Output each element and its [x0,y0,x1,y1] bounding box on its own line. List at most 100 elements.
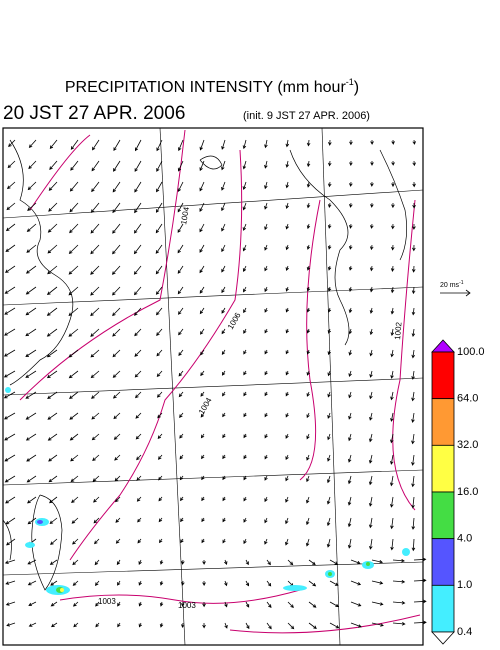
wind-vector [327,181,332,188]
wind-vector [287,622,295,630]
wind-vector [221,349,226,356]
wind-vector [156,349,163,357]
wind-vector [178,307,184,315]
wind-vector [135,391,142,399]
wind-vector [134,202,142,214]
wind-vector [137,538,142,544]
wind-vector [202,622,206,629]
wind-vector [327,475,331,484]
wind-vector [200,412,205,418]
wind-vector [306,223,311,230]
precip-area [402,548,410,556]
wind-vector [68,349,79,358]
wind-vector [159,580,164,586]
wind-vector [306,160,311,168]
wind-vector [5,601,16,606]
wind-vector [371,580,384,585]
wind-vector [156,391,163,398]
isobar [19,129,186,401]
wind-vector [221,265,226,273]
wind-vector [287,559,294,566]
wind-vector [306,202,311,209]
wind-vector [28,601,37,606]
wind-vector [49,517,58,525]
wind-vector [92,454,100,462]
wind-vector [306,517,310,526]
wind-vector [306,496,310,504]
precip-area [37,520,43,524]
wind-vector [264,202,268,210]
colorbar-label: 1.0 [457,579,472,591]
wind-scale-head [465,289,471,297]
wind-vector [199,265,205,274]
lat-line [2,377,424,396]
wind-vector [4,433,16,441]
wind-vector [371,622,384,627]
wind-vector [200,433,205,439]
wind-vector [305,538,310,547]
wind-vector [112,286,121,296]
valid-time: 20 JST 27 APR. 2006 [3,103,185,124]
wind-vector [222,412,226,418]
wind-vector [221,223,226,232]
wind-vector [155,265,163,275]
wind-vector [27,202,37,211]
wind-vector [285,433,289,439]
wind-vector [28,160,37,170]
wind-vector [285,475,289,482]
wind-vector [285,265,289,271]
wind-vector [158,517,163,523]
wind-vector [134,160,142,172]
wind-vector [264,349,268,355]
wind-vector [94,580,100,586]
wind-vector [306,286,311,292]
coastline [289,149,350,346]
wind-vector [327,286,332,292]
wind-vector [411,370,415,380]
wind-vector [390,328,395,336]
coastline [31,494,63,591]
wind-vector [390,307,395,315]
wind-vector [308,559,316,566]
wind-vector [138,559,142,565]
wind-vector [243,517,247,523]
wind-vector [306,349,311,355]
wind-vector [112,349,121,358]
colorbar-label: 100.0 [457,346,485,358]
wind-vector [6,622,16,627]
wind-vector [242,160,247,170]
wind-vector [90,370,100,379]
wind-vector [8,139,16,147]
wind-vector [391,223,395,230]
wind-vector [243,496,247,502]
wind-vector [221,328,226,335]
wind-vector [266,601,272,608]
wind-vector [390,475,394,487]
wind-vector [159,622,164,628]
wind-vector [370,161,374,166]
wind-vector [49,160,58,171]
wind-vector [264,370,268,376]
colorbar-cap [431,631,455,645]
coastline [199,155,223,170]
wind-vector [180,517,184,523]
wind-vector [201,454,205,460]
wind-vector [177,202,184,213]
wind-vector [68,307,79,317]
wind-vector [266,559,271,566]
precip-area [25,542,35,548]
colorbar: 100.0 64.0 32.0 16.0 4.0 1.0 0.4 [431,339,485,645]
wind-vector [3,391,16,399]
colorbar-label: 64.0 [457,393,478,405]
wind-vector [392,579,406,584]
wind-vector [50,601,58,607]
wind-vector [72,601,79,607]
wind-vector [4,559,16,564]
wind-vector [348,349,352,356]
wind-vector [4,286,16,294]
wind-vector [155,244,163,254]
wind-vector [413,599,427,604]
wind-vector [349,202,353,208]
wind-vector [411,307,416,316]
wind-vector [221,139,226,150]
